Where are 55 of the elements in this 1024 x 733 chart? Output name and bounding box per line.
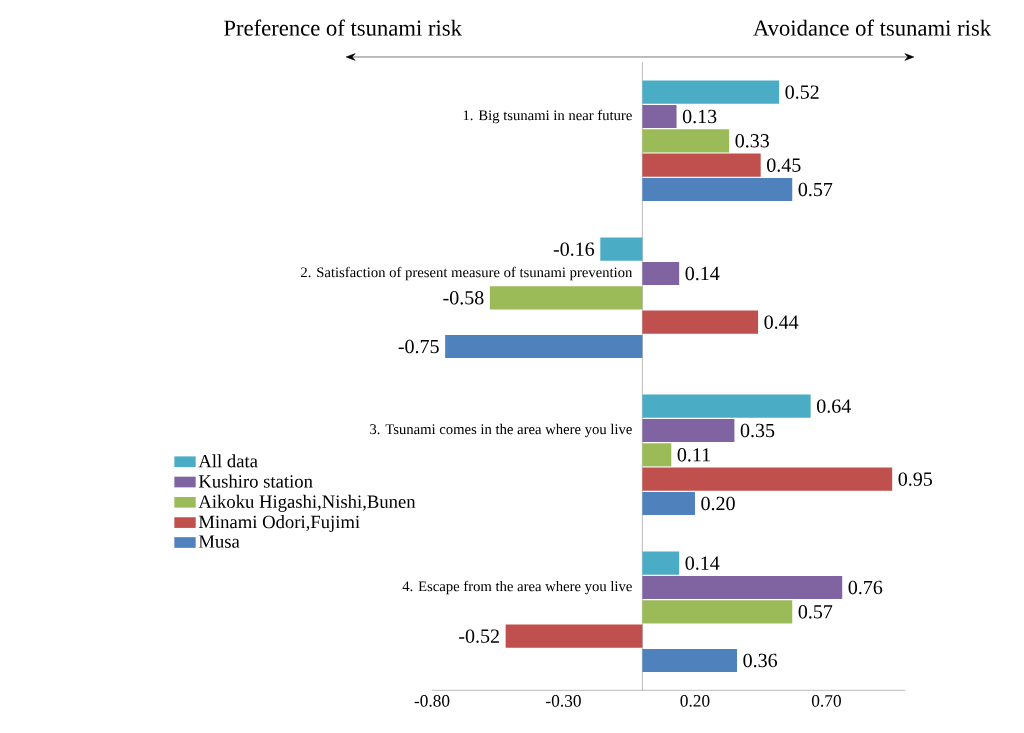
data-label: 0.33 bbox=[735, 134, 769, 148]
bar bbox=[600, 237, 643, 261]
bar bbox=[642, 80, 780, 104]
legend-label: Kushiro station bbox=[198, 474, 313, 488]
text: Avoidance of tsunami risk bbox=[753, 19, 992, 36]
bar bbox=[642, 418, 735, 443]
bar bbox=[642, 491, 695, 516]
bar bbox=[642, 129, 730, 153]
y-tick-label: 4. Escape from the area where you live bbox=[402, 580, 632, 595]
data-label: -0.52 bbox=[459, 629, 499, 643]
bar bbox=[642, 261, 680, 286]
bar bbox=[642, 551, 680, 575]
x-tick-label: -0.80 bbox=[414, 695, 450, 707]
x-tick-label: -0.30 bbox=[546, 695, 581, 707]
bar bbox=[642, 467, 893, 491]
data-label: 0.57 bbox=[798, 182, 833, 197]
data-label: 0.64 bbox=[817, 399, 851, 413]
bar bbox=[642, 600, 793, 624]
data-label: -0.16 bbox=[553, 242, 595, 256]
bar bbox=[642, 443, 672, 467]
bar bbox=[505, 624, 643, 648]
data-label: 0.20 bbox=[701, 496, 735, 511]
text: Preference of tsunami risk bbox=[224, 19, 462, 36]
bar bbox=[642, 104, 677, 129]
data-label: 0.14 bbox=[685, 266, 720, 281]
x-tick-label: 0.20 bbox=[680, 695, 710, 707]
data-label: 0.52 bbox=[785, 85, 819, 99]
data-label: -0.58 bbox=[443, 291, 484, 305]
data-label: 0.14 bbox=[685, 556, 720, 570]
bar bbox=[642, 575, 843, 600]
bar bbox=[445, 334, 643, 359]
data-label: 0.13 bbox=[682, 109, 717, 124]
data-label: 0.76 bbox=[848, 580, 883, 595]
data-label: 0.45 bbox=[767, 158, 801, 172]
bar bbox=[642, 648, 738, 673]
data-label: 0.57 bbox=[798, 605, 833, 619]
y-tick-label: 2. Satisfaction of present measure of tsunami prevention bbox=[301, 266, 633, 281]
legend-label: Aikoku Higashi,Nishi,Bunen bbox=[198, 494, 416, 512]
bar bbox=[642, 177, 793, 202]
data-label: 0.11 bbox=[677, 448, 710, 462]
legend-label: All data bbox=[198, 454, 258, 468]
y-tick-label: 1. Big tsunami in near future bbox=[463, 109, 632, 124]
x-tick-label: 0.70 bbox=[811, 695, 841, 707]
data-label: -0.75 bbox=[398, 339, 439, 354]
data-label: 0.95 bbox=[898, 472, 933, 486]
legend-label: Minami Odori,Fujimi bbox=[198, 515, 360, 533]
y-tick-label: 3. Tsunami comes in the area where you live bbox=[370, 423, 632, 438]
data-label: 0.44 bbox=[764, 315, 799, 329]
bar bbox=[642, 310, 759, 334]
bar bbox=[642, 394, 811, 418]
legend-label: Musa bbox=[198, 535, 240, 548]
data-label: 0.36 bbox=[743, 653, 778, 668]
bar bbox=[489, 286, 643, 310]
data-label: 0.35 bbox=[740, 423, 775, 438]
bar bbox=[642, 153, 761, 177]
